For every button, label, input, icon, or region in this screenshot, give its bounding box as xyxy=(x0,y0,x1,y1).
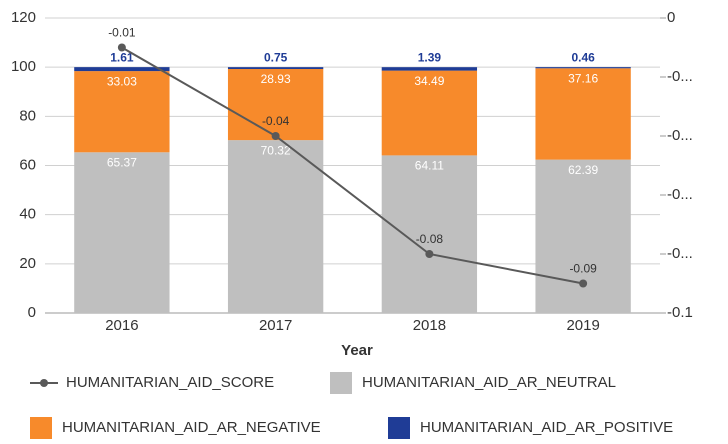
y-tick-label: 80 xyxy=(19,107,36,124)
legend-swatch xyxy=(388,417,410,439)
data-label: 0.75 xyxy=(264,50,288,64)
bar-segment xyxy=(227,140,324,313)
y2-tick-label: -0... xyxy=(667,127,693,144)
bar-segment xyxy=(227,67,324,70)
y2-tick-label: -0... xyxy=(667,245,693,262)
data-label: 28.93 xyxy=(261,72,291,86)
x-tick-label: 2016 xyxy=(105,317,138,334)
y-tick-label: 120 xyxy=(11,9,36,26)
y-tick-label: 60 xyxy=(19,156,36,173)
line-point xyxy=(271,132,280,140)
y-tick-label: 20 xyxy=(19,255,36,272)
bar-segment xyxy=(381,155,478,313)
y-tick-label: 0 xyxy=(28,304,36,321)
x-tick-label: 2019 xyxy=(566,317,599,334)
x-tick-label: 2018 xyxy=(413,317,446,334)
y2-tick-label: -0.1 xyxy=(667,304,693,321)
data-label: -0.08 xyxy=(416,232,444,246)
data-label: 70.32 xyxy=(261,143,291,157)
bar-segment xyxy=(227,69,324,141)
data-label: 33.03 xyxy=(107,74,137,88)
data-label: 34.49 xyxy=(414,74,444,88)
data-label: -0.09 xyxy=(569,262,597,276)
y-tick-label: 100 xyxy=(11,58,36,75)
legend-label: HUMANITARIAN_AID_AR_NEGATIVE xyxy=(62,419,321,436)
data-label: 62.39 xyxy=(568,163,598,177)
line-point xyxy=(425,250,434,258)
data-label: 0.46 xyxy=(571,50,595,64)
y2-tick-label: -0... xyxy=(667,186,693,203)
data-label: -0.01 xyxy=(108,26,136,40)
y2-tick-label: -0... xyxy=(667,68,693,85)
line-point xyxy=(579,279,588,288)
data-label: 37.16 xyxy=(568,71,598,85)
bar-segment xyxy=(74,67,170,72)
bar-segment xyxy=(74,71,170,153)
data-label: 1.39 xyxy=(418,50,442,64)
legend-label: HUMANITARIAN_AID_SCORE xyxy=(66,374,274,391)
data-label: -0.04 xyxy=(262,114,290,128)
x-axis-label: Year xyxy=(341,342,373,359)
bar-segment xyxy=(381,67,478,71)
line-point xyxy=(117,43,126,52)
bar-segment xyxy=(74,152,170,313)
legend-label: HUMANITARIAN_AID_AR_NEUTRAL xyxy=(362,374,616,391)
bar-segment xyxy=(535,68,631,160)
legend-marker xyxy=(40,379,48,387)
bar-segment xyxy=(535,159,631,313)
x-tick-label: 2017 xyxy=(259,317,292,334)
data-label: 64.11 xyxy=(415,159,444,173)
y2-tick-label: 0 xyxy=(667,9,675,26)
bar-segment xyxy=(381,70,478,156)
bar-segment xyxy=(535,67,631,69)
data-label: 65.37 xyxy=(107,155,137,169)
legend-label: HUMANITARIAN_AID_AR_POSITIVE xyxy=(420,419,673,436)
data-label: 1.61 xyxy=(110,50,134,64)
line xyxy=(121,46,584,285)
y-tick-label: 40 xyxy=(19,206,36,223)
legend-swatch xyxy=(30,417,52,439)
legend-swatch xyxy=(330,372,352,394)
